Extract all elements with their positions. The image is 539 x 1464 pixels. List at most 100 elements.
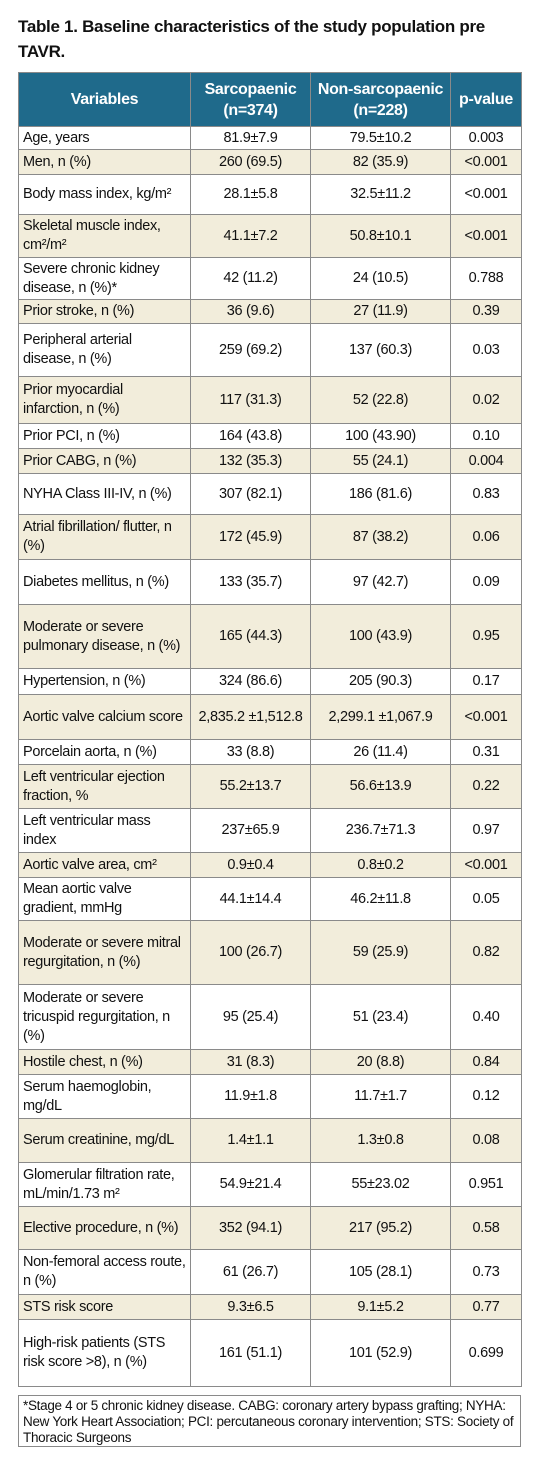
value-cell: 0.58	[450, 1206, 522, 1250]
variable-cell: Prior myocardial infarction, n (%)	[18, 376, 191, 424]
variable-cell: Age, years	[18, 126, 191, 150]
table-row: Body mass index, kg/m² 28.1±5.8 32.5±11.2 <…	[18, 174, 522, 215]
value-cell: 352 (94.1)	[190, 1206, 311, 1250]
value-cell: 1.3±0.8	[310, 1118, 451, 1163]
value-cell: 0.02	[450, 376, 522, 424]
variable-cell: Glomerular filtration rate, mL/min/1.73 …	[18, 1162, 191, 1207]
value-cell: 61 (26.7)	[190, 1249, 311, 1295]
value-cell: 161 (51.1)	[190, 1319, 311, 1387]
value-cell: 97 (42.7)	[310, 559, 451, 605]
value-cell: 50.8±10.1	[310, 214, 451, 258]
table-row: Non-femoral access route, n (%) 61 (26.7)…	[18, 1249, 522, 1295]
value-cell: 26 (11.4)	[310, 739, 451, 765]
table-row: NYHA Class III-IV, n (%) 307 (82.1) 186 (8…	[18, 473, 522, 515]
value-cell: 164 (43.8)	[190, 423, 311, 449]
variable-cell: Skeletal muscle index, cm²/m²	[18, 214, 191, 258]
value-cell: 0.31	[450, 739, 522, 765]
value-cell: 0.9±0.4	[190, 852, 311, 878]
value-cell: 55±23.02	[310, 1162, 451, 1207]
value-cell: 100 (43.9)	[310, 604, 451, 669]
value-cell: 1.4±1.1	[190, 1118, 311, 1163]
value-cell: 9.3±6.5	[190, 1294, 311, 1320]
value-cell: 33 (8.8)	[190, 739, 311, 765]
value-cell: 100 (43.90)	[310, 423, 451, 449]
value-cell: 259 (69.2)	[190, 323, 311, 377]
value-cell: 105 (28.1)	[310, 1249, 451, 1295]
table-row: Peripheral arterial disease, n (%) 259 (6…	[18, 323, 522, 377]
value-cell: 2,299.1 ±1,067.9	[310, 694, 451, 740]
value-cell: 0.22	[450, 764, 522, 809]
table-row: Prior stroke, n (%) 36 (9.6) 27 (11.9) 0.39	[18, 299, 522, 324]
variable-cell: Peripheral arterial disease, n (%)	[18, 323, 191, 377]
table-row: Prior CABG, n (%) 132 (35.3) 55 (24.1) 0.00…	[18, 448, 522, 474]
variable-cell: Hypertension, n (%)	[18, 668, 191, 695]
variable-cell: Left ventricular ejection fraction, %	[18, 764, 191, 809]
value-cell: <0.001	[450, 214, 522, 258]
variable-cell: Prior stroke, n (%)	[18, 299, 191, 324]
value-cell: <0.001	[450, 852, 522, 878]
value-cell: 81.9±7.9	[190, 126, 311, 150]
value-cell: 46.2±11.8	[310, 877, 451, 921]
value-cell: 59 (25.9)	[310, 920, 451, 985]
table-row: Prior myocardial infarction, n (%) 117 (3…	[18, 376, 522, 424]
variable-cell: Elective procedure, n (%)	[18, 1206, 191, 1250]
value-cell: 27 (11.9)	[310, 299, 451, 324]
value-cell: 11.9±1.8	[190, 1074, 311, 1119]
value-cell: 117 (31.3)	[190, 376, 311, 424]
table-row: STS risk score 9.3±6.5 9.1±5.2 0.77	[18, 1294, 522, 1320]
value-cell: 0.951	[450, 1162, 522, 1207]
value-cell: 2,835.2 ±1,512.8	[190, 694, 311, 740]
value-cell: 0.003	[450, 126, 522, 150]
value-cell: 260 (69.5)	[190, 149, 311, 175]
table-row: Aortic valve calcium score 2,835.2 ±1,512…	[18, 694, 522, 740]
value-cell: 0.03	[450, 323, 522, 377]
variable-cell: Serum creatinine, mg/dL	[18, 1118, 191, 1163]
value-cell: 132 (35.3)	[190, 448, 311, 474]
value-cell: 0.10	[450, 423, 522, 449]
value-cell: 11.7±1.7	[310, 1074, 451, 1119]
value-cell: 0.82	[450, 920, 522, 985]
value-cell: 54.9±21.4	[190, 1162, 311, 1207]
value-cell: 0.39	[450, 299, 522, 324]
value-cell: 0.06	[450, 514, 522, 560]
table-row: Mean aortic valve gradient, mmHg 44.1±14.…	[18, 877, 522, 921]
table-row: Porcelain aorta, n (%) 33 (8.8) 26 (11.4) 0…	[18, 739, 522, 765]
table-row: High-risk patients (STS risk score >8), …	[18, 1319, 522, 1387]
value-cell: 0.8±0.2	[310, 852, 451, 878]
value-cell: 172 (45.9)	[190, 514, 311, 560]
value-cell: 0.95	[450, 604, 522, 669]
value-cell: 31 (8.3)	[190, 1049, 311, 1075]
variable-cell: Prior PCI, n (%)	[18, 423, 191, 449]
value-cell: 87 (38.2)	[310, 514, 451, 560]
variable-cell: Moderate or severe tricuspid regurgitati…	[18, 984, 191, 1050]
variable-cell: NYHA Class III-IV, n (%)	[18, 473, 191, 515]
table-row: Left ventricular ejection fraction, % 55.…	[18, 764, 522, 809]
variable-cell: Aortic valve area, cm²	[18, 852, 191, 878]
table-row: Prior PCI, n (%) 164 (43.8) 100 (43.90) 0.1…	[18, 423, 522, 449]
variable-cell: Aortic valve calcium score	[18, 694, 191, 740]
value-cell: 307 (82.1)	[190, 473, 311, 515]
value-cell: 36 (9.6)	[190, 299, 311, 324]
variable-cell: Porcelain aorta, n (%)	[18, 739, 191, 765]
table-row: Aortic valve area, cm² 0.9±0.4 0.8±0.2 <0.0…	[18, 852, 522, 878]
header-row: Variables Sarcopaenic (n=374) Non-sarcopae…	[18, 72, 522, 127]
value-cell: 55 (24.1)	[310, 448, 451, 474]
value-cell: <0.001	[450, 694, 522, 740]
value-cell: 0.12	[450, 1074, 522, 1119]
variable-cell: Hostile chest, n (%)	[18, 1049, 191, 1075]
table-row: Hostile chest, n (%) 31 (8.3) 20 (8.8) 0.84	[18, 1049, 522, 1075]
table-row: Diabetes mellitus, n (%) 133 (35.7) 97 (42…	[18, 559, 522, 605]
value-cell: 186 (81.6)	[310, 473, 451, 515]
table-row: Skeletal muscle index, cm²/m² 41.1±7.2 50.…	[18, 214, 522, 258]
value-cell: 101 (52.9)	[310, 1319, 451, 1387]
value-cell: 0.17	[450, 668, 522, 695]
table-row: Men, n (%) 260 (69.5) 82 (35.9) <0.001	[18, 149, 522, 175]
value-cell: 24 (10.5)	[310, 257, 451, 300]
value-cell: 9.1±5.2	[310, 1294, 451, 1320]
value-cell: 28.1±5.8	[190, 174, 311, 215]
variable-cell: Left ventricular mass index	[18, 808, 191, 853]
table-row: Glomerular filtration rate, mL/min/1.73 …	[18, 1162, 522, 1207]
variable-cell: Moderate or severe pulmonary disease, n …	[18, 604, 191, 669]
table-row: Moderate or severe pulmonary disease, n …	[18, 604, 522, 669]
